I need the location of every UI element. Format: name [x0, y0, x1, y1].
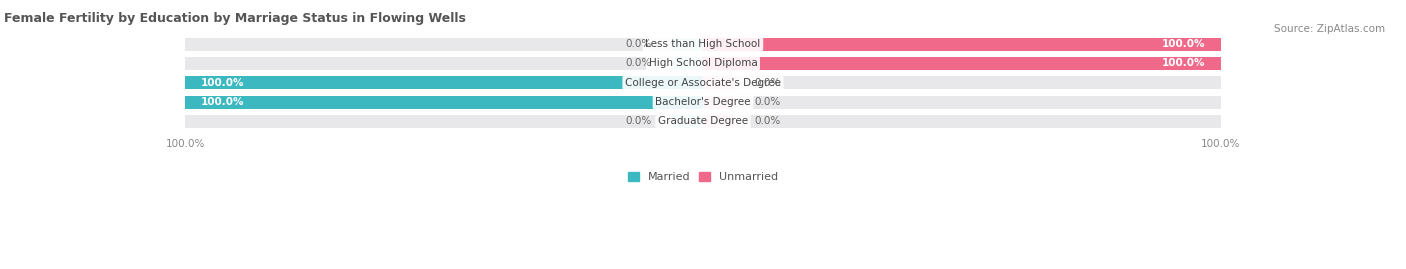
Bar [186, 57, 1220, 70]
Text: Source: ZipAtlas.com: Source: ZipAtlas.com [1274, 24, 1385, 34]
Bar [186, 38, 1220, 51]
Bar [703, 38, 1220, 51]
Bar [703, 57, 1220, 70]
Text: 0.0%: 0.0% [626, 116, 651, 126]
Text: 0.0%: 0.0% [755, 97, 780, 107]
Bar [703, 95, 734, 109]
Bar [186, 76, 703, 89]
Text: Less than High School: Less than High School [645, 39, 761, 49]
Text: 0.0%: 0.0% [755, 116, 780, 126]
Legend: Married, Unmarried: Married, Unmarried [623, 168, 783, 187]
Bar [672, 57, 703, 70]
Text: Female Fertility by Education by Marriage Status in Flowing Wells: Female Fertility by Education by Marriag… [4, 12, 465, 25]
Bar [186, 76, 1220, 89]
Text: 100.0%: 100.0% [1161, 58, 1205, 68]
Bar [703, 115, 734, 128]
Text: 0.0%: 0.0% [755, 78, 780, 88]
Text: 100.0%: 100.0% [1201, 139, 1240, 149]
Bar [672, 38, 703, 51]
Text: 0.0%: 0.0% [626, 58, 651, 68]
Bar [186, 115, 1220, 128]
Bar [703, 76, 734, 89]
Text: 100.0%: 100.0% [166, 139, 205, 149]
Bar [186, 95, 1220, 109]
Bar [672, 115, 703, 128]
Text: Bachelor's Degree: Bachelor's Degree [655, 97, 751, 107]
Text: Graduate Degree: Graduate Degree [658, 116, 748, 126]
Bar [186, 95, 703, 109]
Text: 100.0%: 100.0% [1161, 39, 1205, 49]
Text: 0.0%: 0.0% [626, 39, 651, 49]
Text: College or Associate's Degree: College or Associate's Degree [626, 78, 780, 88]
Text: 100.0%: 100.0% [201, 97, 245, 107]
Text: 100.0%: 100.0% [201, 78, 245, 88]
Text: High School Diploma: High School Diploma [648, 58, 758, 68]
